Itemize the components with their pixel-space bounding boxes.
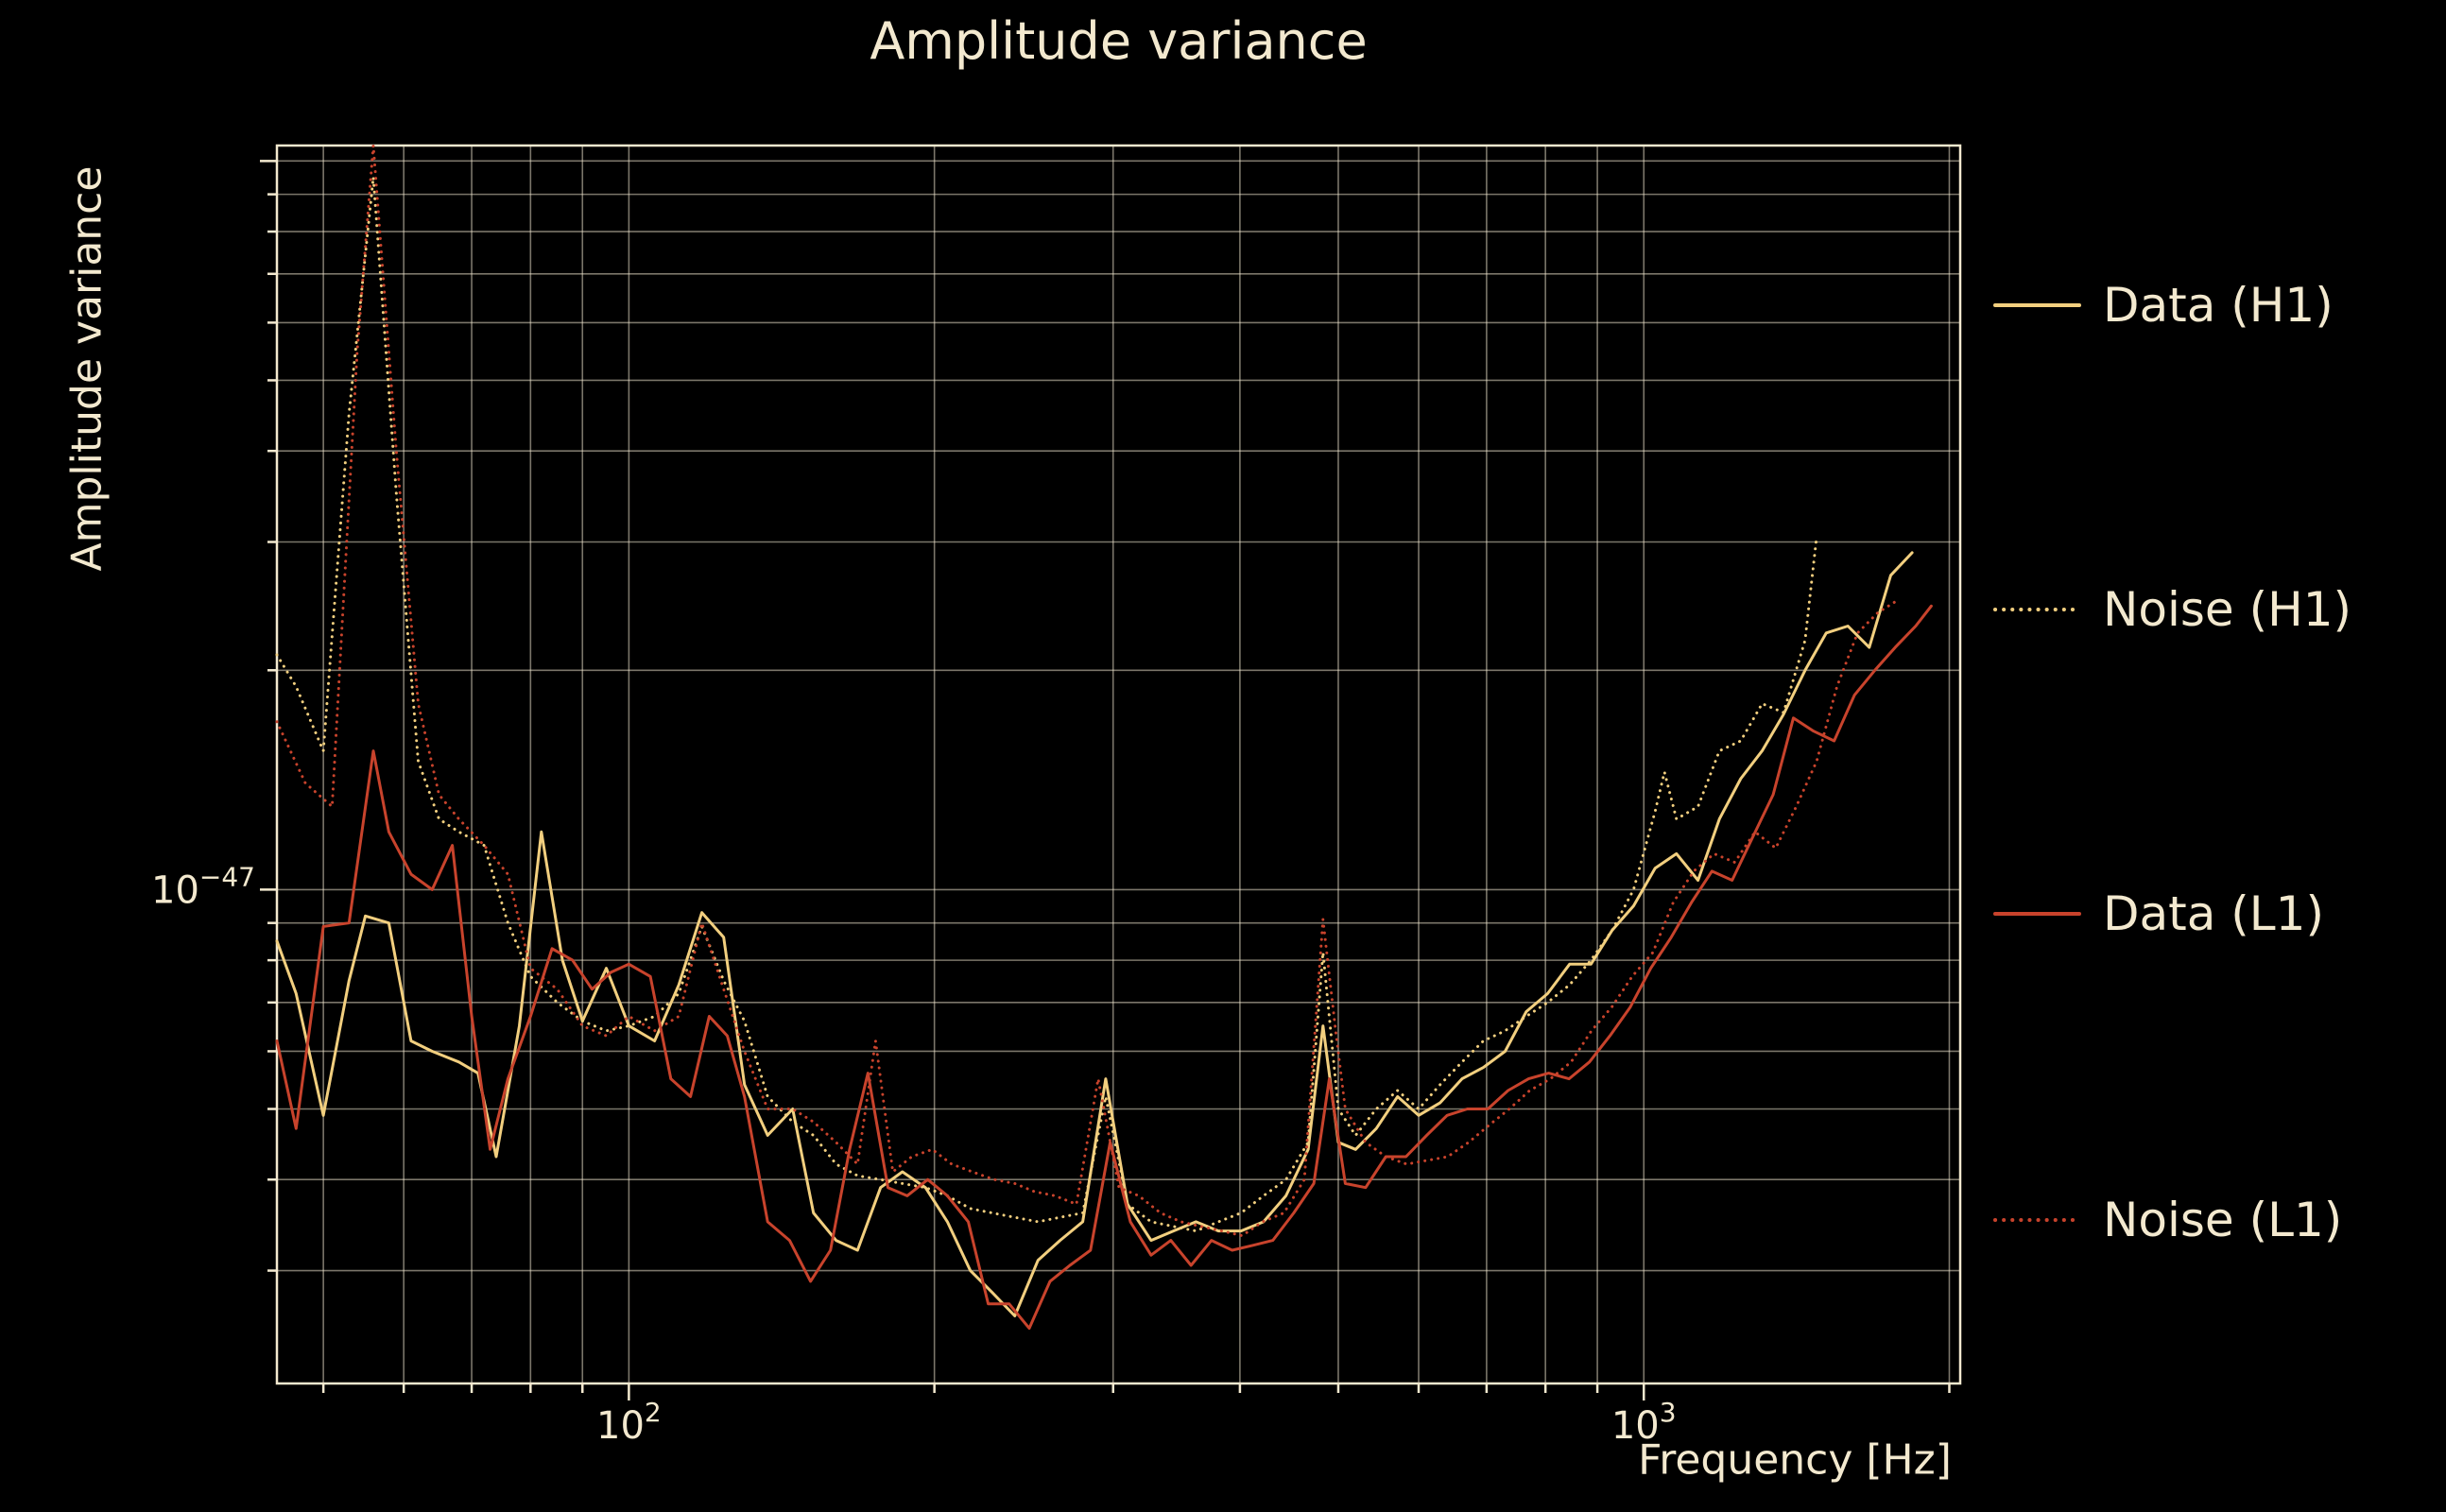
legend-label: Data (L1)	[2103, 886, 2324, 941]
legend-label: Noise (L1)	[2103, 1193, 2343, 1247]
legend: Data (H1) Noise (H1) Data (L1) Noise (L1)	[1992, 0, 2446, 1512]
series-line-noise-h1	[275, 176, 1818, 1233]
x-tick-label: 102	[596, 1397, 662, 1448]
y-tick-label: 10−47	[151, 861, 255, 912]
legend-entry: Noise (L1)	[1992, 1189, 2342, 1251]
x-tick-label: 103	[1611, 1397, 1677, 1448]
y-axis-label: Amplitude variance	[62, 165, 112, 572]
legend-entry: Data (H1)	[1992, 274, 2334, 336]
plot-frame	[275, 144, 1962, 1385]
series-line-data-l1	[275, 604, 1933, 1331]
legend-line-sample	[1993, 1218, 2081, 1222]
chart-title: Amplitude variance	[870, 11, 1368, 71]
legend-entry: Noise (H1)	[1992, 578, 2351, 641]
legend-label: Noise (H1)	[2103, 582, 2352, 637]
tick-labels: 102 103 10−47	[151, 861, 1677, 1448]
legend-line-sample	[1993, 912, 2081, 916]
legend-label: Data (H1)	[2103, 278, 2334, 333]
series-line-data-h1	[275, 551, 1914, 1317]
x-axis-label: Frequency [Hz]	[1638, 1435, 1952, 1485]
grid-lines	[277, 146, 1960, 1383]
series-group	[275, 144, 1933, 1331]
legend-entry: Data (L1)	[1992, 883, 2324, 945]
legend-line-sample	[1993, 303, 2081, 307]
axis-ticks	[260, 160, 1951, 1400]
legend-line-sample	[1993, 608, 2081, 611]
series-line-noise-l1	[275, 144, 1901, 1238]
